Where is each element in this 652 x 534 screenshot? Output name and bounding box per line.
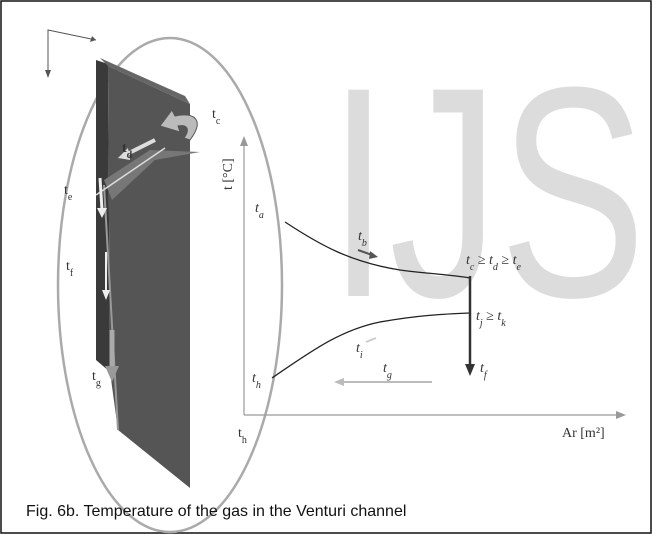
caption: Fig. 6b. Temperature of the gas in the V… xyxy=(26,503,406,520)
subscript: e xyxy=(68,192,73,203)
subscript: e xyxy=(517,262,522,273)
subscript: k xyxy=(501,318,506,329)
y-axis-label: t [°C] xyxy=(221,158,236,190)
subscript: a xyxy=(259,210,264,221)
x-axis-label: Ar [m²] xyxy=(562,426,605,441)
subscript: i xyxy=(360,350,363,361)
subscript: h xyxy=(256,380,261,391)
subscript: g xyxy=(387,370,392,381)
label-text: ≥ t xyxy=(474,253,494,268)
subscript: g xyxy=(96,378,101,389)
label-text: ≥ t xyxy=(498,253,518,268)
figure: IJS t [°C] Ar [ xyxy=(0,0,652,534)
label-text: ≥ t xyxy=(483,309,503,324)
flow-arrow xyxy=(100,178,102,210)
subscript: d xyxy=(127,150,133,161)
subscript: h xyxy=(242,435,247,446)
subscript: c xyxy=(216,116,221,127)
subscript: b xyxy=(362,238,367,249)
